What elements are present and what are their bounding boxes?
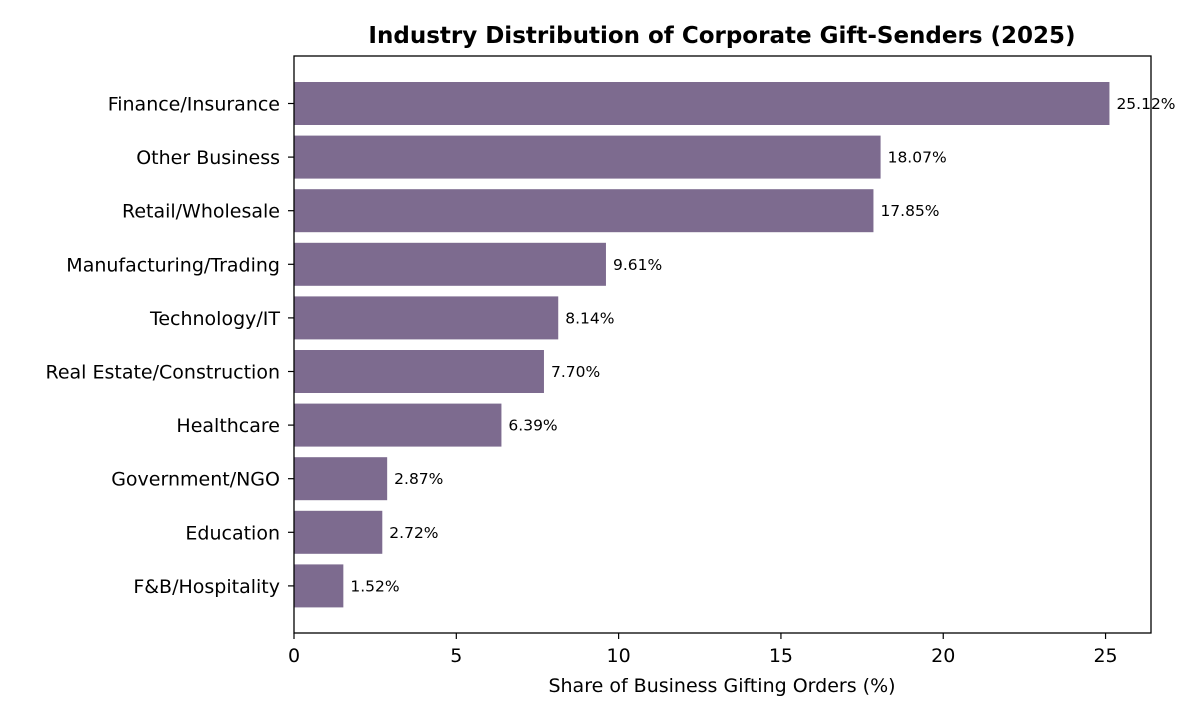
category-label: F&B/Hospitality: [133, 576, 280, 598]
x-axis-label: Share of Business Gifting Orders (%): [548, 675, 895, 697]
value-label: 9.61%: [613, 256, 662, 274]
category-label: Technology/IT: [149, 308, 280, 330]
x-tick-label: 10: [607, 645, 631, 667]
bars-layer: [294, 82, 1110, 608]
category-label: Real Estate/Construction: [45, 362, 280, 384]
bar: [294, 510, 383, 554]
value-labels: 25.12% 18.07% 17.85% 9.61% 8.14% 7.70% 6.39% 2.…: [350, 95, 1175, 595]
plot-frame: [293, 55, 1152, 634]
category-label: Finance/Insurance: [108, 94, 280, 116]
category-labels: Finance/Insurance Other Business Retail/Wh…: [45, 94, 280, 598]
x-axis-ticks: 0 5 10 15 20 25: [288, 102, 1118, 667]
chart-title: Industry Distribution of Corporate Gift-…: [368, 23, 1075, 49]
bar: [294, 135, 881, 179]
bar: [294, 403, 502, 447]
value-label: 25.12%: [1116, 95, 1175, 113]
value-label: 2.87%: [394, 470, 443, 488]
value-label: 1.52%: [350, 577, 399, 595]
bar: [294, 189, 874, 233]
x-tick-label: 20: [931, 645, 955, 667]
value-label: 8.14%: [565, 309, 614, 327]
category-label: Healthcare: [176, 415, 280, 437]
x-tick-label: 25: [1093, 645, 1117, 667]
x-tick-label: 0: [288, 645, 300, 667]
value-label: 17.85%: [880, 202, 939, 220]
category-label: Education: [185, 522, 280, 544]
bar: [294, 296, 559, 340]
bar: [294, 242, 606, 286]
x-tick-label: 5: [450, 645, 462, 667]
category-label: Manufacturing/Trading: [66, 254, 280, 276]
bar: [294, 350, 544, 393]
category-label: Other Business: [136, 147, 280, 169]
bar: [294, 82, 1110, 125]
category-label: Retail/Wholesale: [122, 201, 280, 223]
bar: [294, 564, 344, 608]
value-label: 6.39%: [508, 417, 557, 435]
bar: [294, 457, 388, 501]
category-label: Government/NGO: [111, 469, 280, 491]
value-label: 7.70%: [551, 363, 600, 381]
value-label: 18.07%: [888, 149, 947, 167]
x-tick-label: 15: [769, 645, 793, 667]
value-label: 2.72%: [389, 524, 438, 542]
